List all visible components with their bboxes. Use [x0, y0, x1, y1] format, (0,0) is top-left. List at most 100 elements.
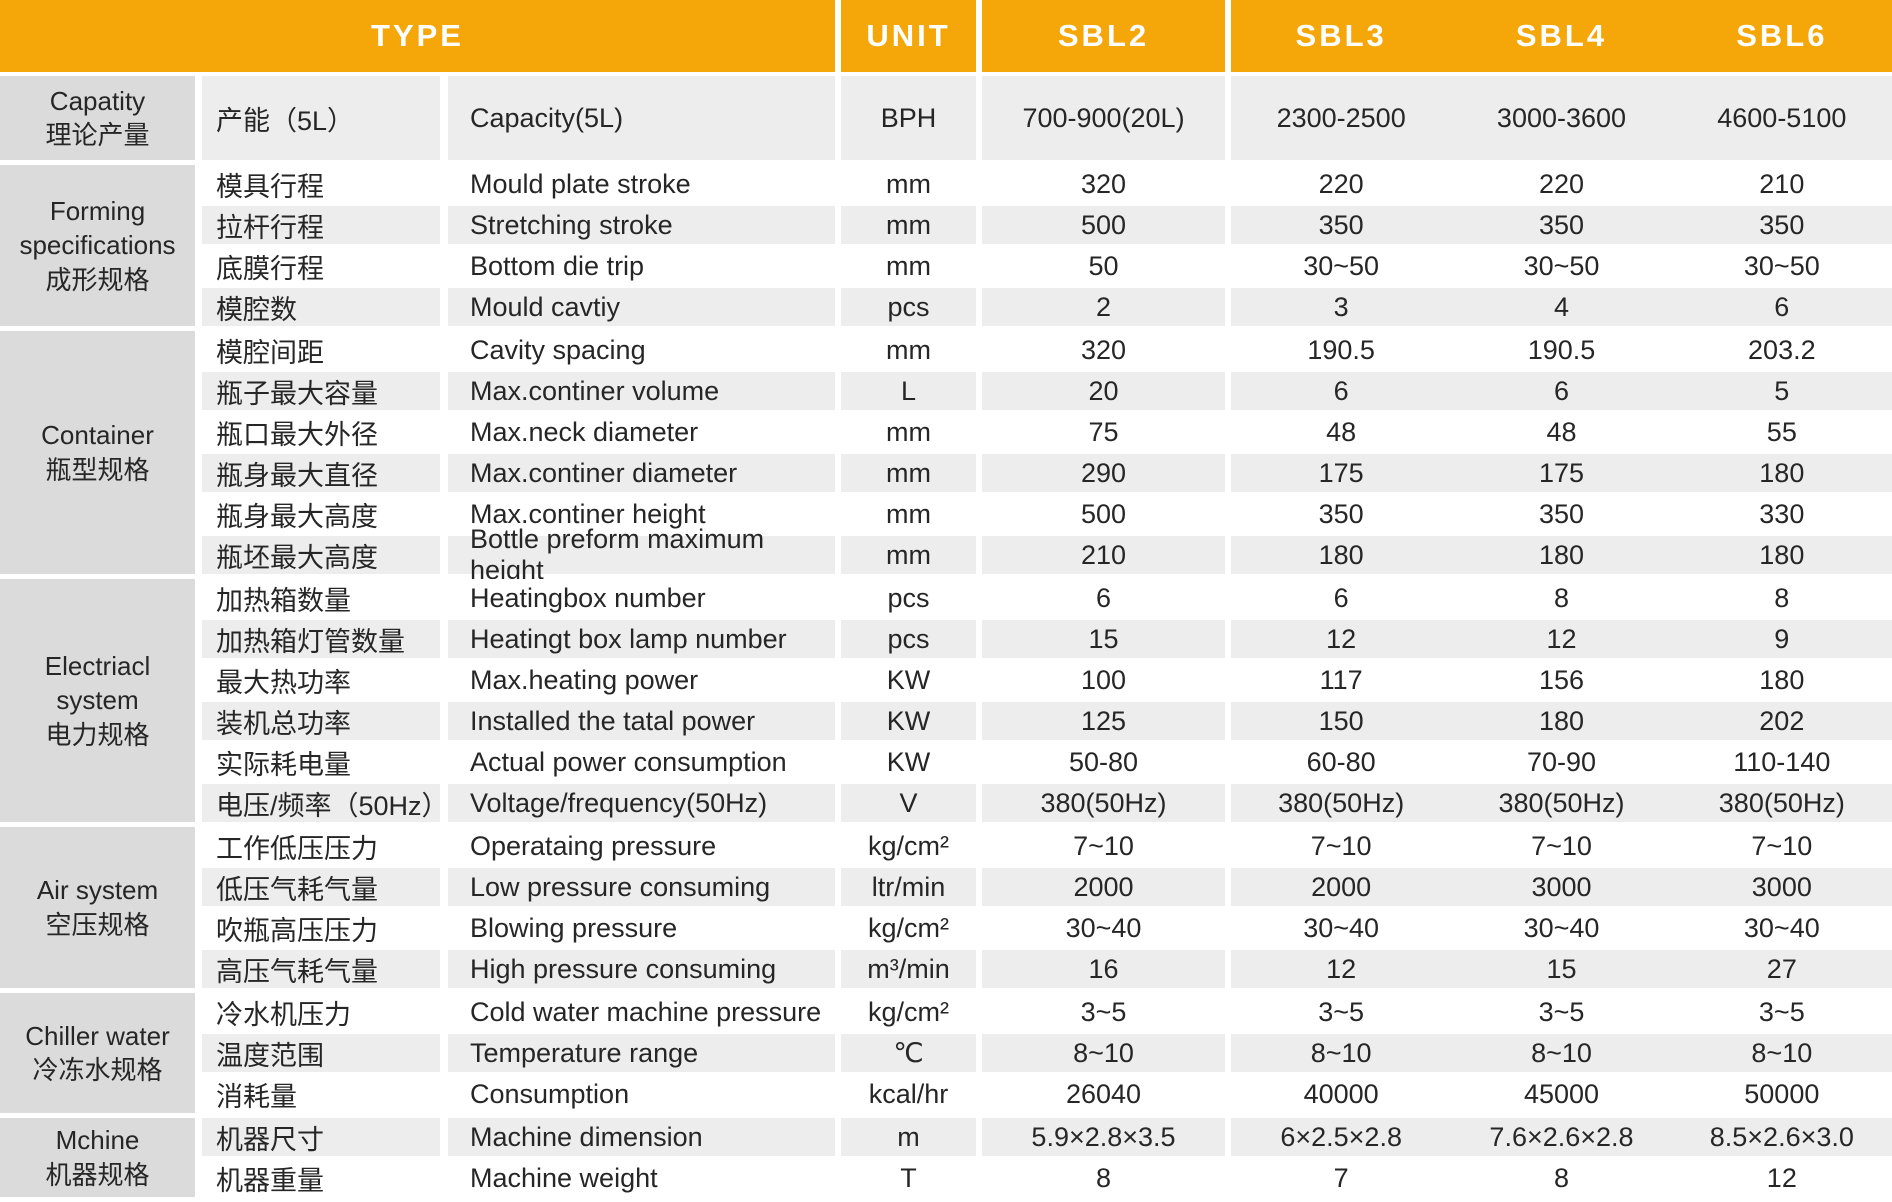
header-model-sbl6: SBL6: [1736, 18, 1828, 53]
spec-name-en: Max.continer diameter: [448, 454, 835, 492]
group-label-cn: 成形规格: [45, 264, 150, 295]
value-sbl6: 55: [1766, 416, 1797, 447]
value-sbl3: 350: [1318, 498, 1364, 529]
spec-row: 瓶坯最大高度 Bottle preform maximum height mm …: [202, 524, 1892, 585]
spec-name-en: Actual power consumption: [448, 743, 835, 781]
unit-cell: pcs: [841, 620, 976, 658]
section-machine: Mchine 机器规格 机器尺寸 Machine dimension m 5.9…: [0, 1118, 1892, 1197]
spec-row: 温度范围 Temperature range ℃ 8~10 8~10 8~10 …: [202, 1034, 1892, 1072]
values-block: 220 220 210: [1231, 165, 1892, 203]
value-sbl3: 30~40: [1303, 912, 1380, 943]
value-sbl6: 203.2: [1748, 334, 1816, 365]
section-electrical: Electriacl system 电力规格 加热箱数量 Heatingbox …: [0, 579, 1892, 822]
value-sbl6: 8.5×2.6×3.0: [1709, 1121, 1854, 1152]
values-block: 2000 3000 3000: [1231, 868, 1892, 906]
spec-name-en: Mould plate stroke: [448, 165, 835, 203]
header-unit: UNIT: [841, 0, 976, 72]
value-sbl6: 330: [1759, 498, 1805, 529]
value-sbl2: 100: [982, 661, 1225, 699]
value-sbl4: 350: [1538, 498, 1585, 529]
unit-cell: mm: [841, 413, 976, 451]
spec-name-en: Low pressure consuming: [448, 868, 835, 906]
value-sbl3: 12: [1326, 623, 1357, 654]
value-sbl4: 8~10: [1531, 1037, 1592, 1068]
spec-name-en: Mould cavtiy: [448, 288, 835, 326]
spec-row: 低压气耗气量 Low pressure consuming ltr/min 20…: [202, 868, 1892, 906]
unit-cell: m: [841, 1118, 976, 1156]
unit-cell: KW: [841, 661, 976, 699]
unit-cell: mm: [841, 331, 976, 369]
values-block: 175 175 180: [1231, 454, 1892, 492]
value-sbl6: 30~40: [1743, 912, 1820, 943]
value-sbl3: 6: [1333, 582, 1349, 613]
value-sbl4: 190.5: [1527, 334, 1596, 365]
value-sbl4: 45000: [1523, 1078, 1600, 1109]
group-cell-chiller: Chiller water 冷冻水规格: [0, 993, 195, 1113]
spec-row: 底膜行程 Bottom die trip mm 50 30~50 30~50 3…: [202, 247, 1892, 285]
spec-name-en: Installed the tatal power: [448, 702, 835, 740]
spec-name-cn: 实际耗电量: [202, 743, 440, 781]
group-label-cn: 理论产量: [45, 120, 150, 150]
unit-cell: KW: [841, 702, 976, 740]
value-sbl2: 290: [982, 454, 1225, 492]
group-label-cn: 瓶型规格: [45, 454, 150, 485]
spec-name-en: Consumption: [448, 1075, 835, 1113]
spec-name-cn: 低压气耗气量: [202, 868, 440, 906]
unit-cell: m³/min: [841, 950, 976, 988]
group-cell-capacity: Capatity 理论产量: [0, 76, 195, 160]
unit-cell: mm: [841, 536, 976, 574]
spec-name-en: Stretching stroke: [448, 206, 835, 244]
group-label-en: Mchine: [55, 1125, 140, 1156]
value-sbl4: 7.6×2.6×2.8: [1489, 1121, 1634, 1152]
value-sbl6: 180: [1759, 457, 1805, 488]
values-block: 12 15 27: [1231, 950, 1892, 988]
spec-name-en: Temperature range: [448, 1034, 835, 1072]
value-sbl2: 210: [982, 536, 1225, 574]
value-sbl3: 2000: [1311, 871, 1372, 902]
spec-name-cn: 模腔数: [202, 288, 440, 326]
value-sbl4: 3~5: [1538, 996, 1585, 1027]
value-sbl3: 220: [1318, 168, 1364, 199]
group-cell-forming: Forming specifications 成形规格: [0, 165, 195, 326]
spec-row: 模腔间距 Cavity spacing mm 320 190.5 190.5 2…: [202, 331, 1892, 369]
value-sbl4: 350: [1538, 209, 1585, 240]
spec-row: 产能（5L） Capacity(5L) BPH 700-900(20L) 230…: [202, 76, 1892, 160]
unit-cell: T: [841, 1159, 976, 1197]
spec-name-en: Heatingt box lamp number: [448, 620, 835, 658]
group-label-en: Air system: [36, 875, 159, 906]
spec-name-en: Bottom die trip: [448, 247, 835, 285]
value-sbl2: 50: [982, 247, 1225, 285]
value-sbl4: 70-90: [1526, 746, 1597, 777]
spec-name-cn: 工作低压压力: [202, 827, 440, 865]
value-sbl2: 320: [982, 165, 1225, 203]
value-sbl2: 7~10: [982, 827, 1225, 865]
values-block: 48 48 55: [1231, 413, 1892, 451]
value-sbl2: 15: [982, 620, 1225, 658]
spec-name-cn: 产能（5L）: [202, 76, 440, 160]
spec-name-en: Machine weight: [448, 1159, 835, 1197]
spec-row: 机器重量 Machine weight T 8 7 8 12: [202, 1159, 1892, 1197]
value-sbl3: 175: [1318, 457, 1364, 488]
value-sbl6: 8~10: [1751, 1037, 1813, 1068]
values-block: 190.5 190.5 203.2: [1231, 331, 1892, 369]
header-models-group: SBL3 SBL4 SBL6: [1231, 0, 1892, 72]
unit-cell: mm: [841, 495, 976, 533]
value-sbl3: 12: [1326, 953, 1357, 984]
value-sbl2: 125: [982, 702, 1225, 740]
value-sbl3: 190.5: [1307, 334, 1375, 365]
spec-name-en: Cold water machine pressure: [448, 993, 835, 1031]
spec-row: 吹瓶高压压力 Blowing pressure kg/cm² 30~40 30~…: [202, 909, 1892, 947]
value-sbl6: 9: [1774, 623, 1790, 654]
value-sbl2: 500: [982, 206, 1225, 244]
spec-name-cn: 拉杆行程: [202, 206, 440, 244]
value-sbl3: 3~5: [1318, 996, 1365, 1027]
values-block: 8~10 8~10 8~10: [1231, 1034, 1892, 1072]
value-sbl4: 30~50: [1523, 250, 1600, 281]
section-container: Container 瓶型规格 模腔间距 Cavity spacing mm 32…: [0, 331, 1892, 585]
values-block: 30~40 30~40 30~40: [1231, 909, 1892, 947]
spec-name-cn: 瓶口最大外径: [202, 413, 440, 451]
value-sbl6: 350: [1759, 209, 1805, 240]
spec-name-cn: 冷水机压力: [202, 993, 440, 1031]
value-sbl2: 75: [982, 413, 1225, 451]
spec-name-en: Operataing pressure: [448, 827, 835, 865]
